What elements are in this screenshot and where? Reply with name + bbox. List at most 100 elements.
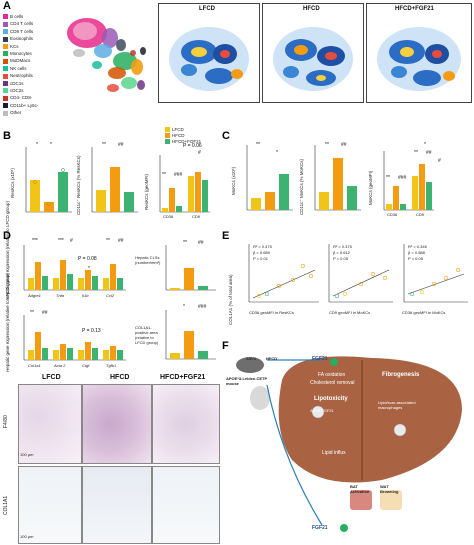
umap-legend-item: MoDMacs xyxy=(3,58,31,64)
panel-c-sig-7: ** xyxy=(414,150,418,156)
umap-legend-item: Neutrophils xyxy=(3,73,33,79)
panel-b-chart-2 xyxy=(91,147,138,213)
umap-legend-item: cDC1s xyxy=(3,81,24,86)
legend-label: KCs xyxy=(10,43,19,49)
umap-legend-item: CD4- CD8- xyxy=(3,95,33,101)
umap-title-hfcd-fgf21: HFCD+FGF21 xyxy=(395,6,434,12)
panel-d-sig-13: * xyxy=(183,304,185,310)
panel-c-xlabel-cd36: CD36 xyxy=(387,212,398,217)
panel-e-r2-1: R² = 0.475 xyxy=(253,244,272,249)
group-swatch xyxy=(165,133,170,139)
panel-f-mouse: APOE*3-Leiden.CETP mouse xyxy=(226,376,268,386)
ihc-f480-lfcd xyxy=(18,384,82,464)
panel-b-sig-4: ## xyxy=(118,142,124,148)
panel-b-sig-2: * xyxy=(50,142,52,148)
panel-letter-f: F xyxy=(222,340,229,352)
panel-b-xlabel-cd9: CD9 xyxy=(192,214,201,219)
panel-d-sig-7: ## xyxy=(118,238,124,244)
panel-b-sig-1: * xyxy=(36,142,38,148)
umap-legend-item: KCs xyxy=(3,44,19,49)
umap-legend-item: NK cells xyxy=(3,65,27,72)
panel-e-plot-3: R² = 0.346 β = 0.588 P < 0.05 CD36 geoMF… xyxy=(400,240,470,320)
group-legend: LFCD HFCD HFCD+FGF21 xyxy=(165,127,215,147)
panel-f-schematic xyxy=(236,356,462,532)
panel-b-chart-1 xyxy=(25,147,72,213)
panel-c-xlabel-cd9: CD9 xyxy=(416,212,425,217)
panel-c-sig-10: # xyxy=(438,158,441,164)
legend-swatch xyxy=(3,66,8,72)
panel-d-sig-4: P = 0.08 xyxy=(78,256,97,262)
panel-f-bat: BAT Activation xyxy=(350,484,370,494)
legend-swatch xyxy=(3,51,8,57)
group-swatch xyxy=(165,139,170,145)
panel-d-gene-il1b: Il1b xyxy=(82,293,89,298)
ihc-scale-1: 100 μm xyxy=(20,452,34,457)
legend-swatch xyxy=(3,36,8,42)
panel-b-ylabel-1: ResKCs (x10⁵) xyxy=(10,168,15,198)
panel-b-chart-3 xyxy=(159,155,210,213)
legend-label: CD4- CD8- xyxy=(10,95,33,101)
legend-label: B cells xyxy=(10,14,24,19)
umap-density-hfcd xyxy=(273,27,353,91)
legend-swatch xyxy=(3,43,8,49)
panel-d-sig-14: ### xyxy=(198,304,207,310)
panel-d-gene-acta2: Acta 2 xyxy=(54,363,66,368)
ihc-col-lfcd: LFCD xyxy=(42,374,61,381)
legend-label: NK cells xyxy=(10,65,27,71)
panel-b-sig-8: # xyxy=(198,150,201,156)
legend-swatch xyxy=(3,29,8,35)
legend-label: cDC2s xyxy=(10,88,24,93)
panel-f-aav: AAV8 xyxy=(246,356,256,361)
legend-label: MoDMacs xyxy=(10,58,31,64)
legend-swatch xyxy=(3,110,8,116)
panel-e-xlabel-2: CD9 geoMFI in MoKCs xyxy=(329,310,371,315)
panel-e-xlabel-3: CD36 geoMFI in MoKCs xyxy=(402,310,446,315)
panel-b-sig-3: ** xyxy=(102,142,106,148)
panel-e-xlabel-1: CD36 geoMFI in ResKCs xyxy=(249,310,294,315)
panel-d-gene-tnfa: Tnfa xyxy=(56,293,65,298)
group-label: LFCD xyxy=(172,127,184,132)
legend-swatch xyxy=(3,21,8,27)
legend-swatch xyxy=(3,58,8,64)
panel-d-sig-12: ## xyxy=(198,240,204,246)
panel-f-hfcd: HFCD xyxy=(266,356,278,361)
legend-label: cDC1s xyxy=(10,80,24,86)
panel-b-sig-6: ### xyxy=(174,172,183,178)
group-label: HFCD xyxy=(172,133,185,138)
panel-e-r2-3: R² = 0.346 xyxy=(408,244,427,249)
panel-d-chart-genes-1 xyxy=(23,245,126,291)
umap-hfcd-fgf21: HFCD+FGF21 xyxy=(366,3,472,103)
panel-d-chart-genes-2 xyxy=(23,315,126,361)
panel-c-chart-1 xyxy=(246,145,293,211)
panel-d-sig-6: ** xyxy=(106,238,110,244)
panel-c-chart-3 xyxy=(383,151,434,211)
umap-legend-item: cDC2s xyxy=(3,88,24,94)
ihc-col1a1-hfcd-fgf21 xyxy=(152,466,220,544)
panel-c-sig-8: ## xyxy=(426,150,432,156)
panel-d-sig-9: ## xyxy=(42,310,48,316)
ihc-scale-2: 100 μm xyxy=(20,534,34,539)
panel-c-sig-4: ## xyxy=(341,142,347,148)
umap-overview xyxy=(55,3,155,101)
panel-e-p-1: P < 0.01 xyxy=(253,256,268,261)
panel-f-lipid: Lipid influx xyxy=(322,450,346,456)
legend-swatch xyxy=(3,88,8,94)
panel-letter-c: C xyxy=(222,130,230,142)
panel-f-fgf21-top: FGF21 xyxy=(312,356,328,362)
panel-e-plot-1: R² = 0.475 β = 0.689 P < 0.01 CD36 geoMF… xyxy=(245,240,320,320)
legend-label: Monocytes xyxy=(10,51,32,56)
panel-c-sig-3: ** xyxy=(325,142,329,148)
panel-d-col-label: COL1A1-positive area (relative to LFCD g… xyxy=(135,325,159,345)
panel-c-sig-6: ### xyxy=(398,175,407,181)
legend-label: CD4 T cells xyxy=(10,21,34,27)
panel-letter-a: A xyxy=(3,0,11,12)
ihc-f480-hfcd xyxy=(82,384,152,464)
panel-d-gene-ccl2: Ccl2 xyxy=(106,293,115,298)
group-legend-item: HFCD+FGF21 xyxy=(165,139,201,145)
umap-density-hfcd-fgf21 xyxy=(377,27,461,91)
panel-letter-e: E xyxy=(222,230,230,242)
panel-letter-d: D xyxy=(3,230,11,242)
panel-d-sig-8: ** xyxy=(30,310,34,316)
panel-f-chol: Cholesterol removal xyxy=(310,380,355,386)
ihc-row-col1a1: COL1A1 xyxy=(3,495,9,515)
